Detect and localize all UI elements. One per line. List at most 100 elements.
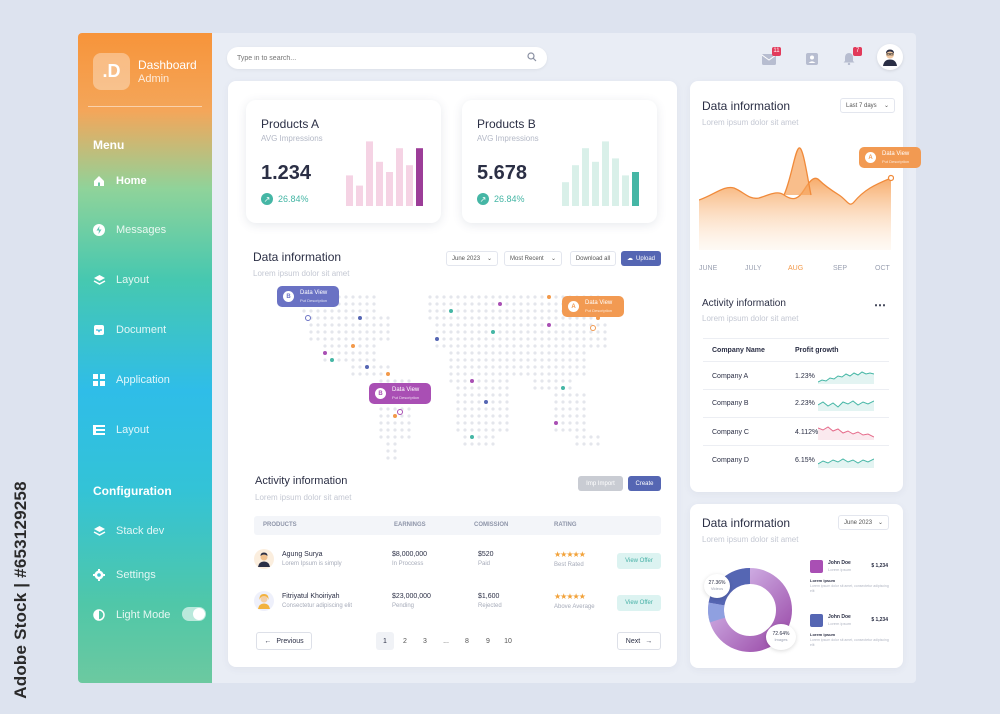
map-dot: [484, 344, 488, 348]
map-dot: [386, 442, 390, 446]
map-dot: [344, 302, 348, 306]
map-dot: [484, 316, 488, 320]
product-desc: Lorem Ipsum is simply: [282, 561, 342, 567]
light-mode-toggle[interactable]: [182, 607, 206, 621]
page-9[interactable]: 9: [486, 637, 490, 645]
map-dot: [365, 372, 369, 376]
sidebar-item-layout-2[interactable]: Layout: [92, 420, 149, 440]
pin-desc: Put Description: [882, 158, 910, 164]
map-dot: [393, 421, 397, 425]
map-dot: [603, 330, 607, 334]
bell-icon[interactable]: 7: [843, 47, 862, 66]
earnings-status: Pending: [392, 603, 415, 609]
map-dot: [442, 330, 446, 334]
date-select[interactable]: June 2023 ⌄: [446, 251, 498, 266]
map-dot: [386, 435, 390, 439]
map-dot: [568, 400, 572, 404]
sidebar-item-label: Layout: [116, 274, 150, 286]
map-dot: [540, 337, 544, 341]
sparkline-line: [818, 458, 874, 465]
view-offer-button[interactable]: View Offer: [617, 553, 661, 569]
sidebar-item-home[interactable]: Home: [92, 171, 147, 191]
map-dot: [351, 358, 355, 362]
map-pin-b-2[interactable]: B Data View Put Description: [369, 383, 431, 404]
map-dot: [337, 309, 341, 313]
map-dot: [484, 428, 488, 432]
next-button[interactable]: Next →: [617, 632, 661, 650]
contact-icon[interactable]: [806, 52, 820, 66]
map-dot: [477, 400, 481, 404]
map-dot: [393, 456, 397, 460]
import-button[interactable]: Imp Import: [578, 476, 623, 491]
map-dot: [547, 365, 551, 369]
earnings-cell: $23,000,000 Pending: [392, 593, 431, 609]
view-offer-button[interactable]: View Offer: [617, 595, 661, 611]
map-dot: [365, 309, 369, 313]
sort-select[interactable]: Most Recent ⌄: [504, 251, 562, 266]
brand: Dashboard Admin: [138, 58, 197, 86]
column-header: Profit growth: [795, 347, 839, 354]
more-dots-icon[interactable]: ⋯: [874, 298, 886, 312]
page-1[interactable]: 1: [376, 632, 394, 650]
map-dot: [582, 421, 586, 425]
previous-button[interactable]: ← Previous: [256, 632, 312, 650]
map-dot: [582, 337, 586, 341]
page-ellipsis: ...: [443, 637, 449, 645]
mail-icon[interactable]: 11: [761, 47, 781, 66]
map-dot: [519, 309, 523, 313]
download-all-button[interactable]: Download all: [570, 251, 616, 266]
map-dot: [449, 351, 453, 355]
sort-select-value: Most Recent: [510, 255, 544, 262]
page-10[interactable]: 10: [504, 637, 512, 645]
sidebar-item-label: Application: [116, 374, 170, 386]
donut-date-select[interactable]: June 2023 ⌄: [838, 515, 889, 530]
page-3[interactable]: 3: [423, 637, 427, 645]
videos-label: 27.36% Videos: [704, 574, 730, 598]
map-dot: [463, 323, 467, 327]
map-dot: [379, 379, 383, 383]
map-dot: [456, 393, 460, 397]
sidebar-item-label: Light Mode: [116, 609, 171, 621]
range-select[interactable]: Last 7 days ⌄: [840, 98, 895, 113]
upload-button[interactable]: ☁ Upload: [621, 251, 661, 266]
sidebar-item-messages[interactable]: Messages: [92, 220, 166, 240]
map-dot: [470, 400, 474, 404]
create-button[interactable]: Create: [628, 476, 661, 491]
map-dot: [554, 302, 558, 306]
search-bar[interactable]: [227, 47, 547, 69]
bar: [346, 175, 353, 206]
map-dot: [407, 414, 411, 418]
sidebar-item-light-mode[interactable]: Light Mode: [92, 605, 170, 625]
avatar[interactable]: [877, 44, 903, 70]
map-dot: [575, 372, 579, 376]
pin-desc: Put Description: [585, 307, 613, 313]
sidebar-item-document[interactable]: Document: [92, 320, 166, 340]
map-dot: [407, 407, 411, 411]
map-pin-a[interactable]: A Data View Put Description: [562, 296, 624, 317]
map-dot: [351, 323, 355, 327]
right-chart-subtitle: Lorem ipsum dolor sit amet: [702, 118, 799, 127]
map-dot: [498, 421, 502, 425]
layers-icon: [92, 273, 106, 287]
page-2[interactable]: 2: [403, 637, 407, 645]
map-dot: [316, 337, 320, 341]
sidebar-item-application[interactable]: Application: [92, 370, 170, 390]
map-dot: [491, 372, 495, 376]
sidebar-item-layout[interactable]: Layout: [92, 270, 149, 290]
sidebar-item-stack-dev[interactable]: Stack dev: [92, 521, 164, 541]
search-icon[interactable]: [527, 49, 537, 67]
legend-name: John Doe: [828, 614, 851, 620]
search-input[interactable]: [237, 54, 527, 62]
product-desc: Consectetur adipiscing elit: [282, 603, 353, 609]
map-pin-b[interactable]: B Data View Put Description: [277, 286, 339, 307]
map-dot: [491, 428, 495, 432]
map-dot: [484, 302, 488, 306]
map-dot: [470, 379, 474, 383]
map-dot: [596, 316, 600, 320]
map-dot: [393, 435, 397, 439]
map-dot: [477, 407, 481, 411]
chart-pin-a[interactable]: A Data View Put Description: [859, 147, 921, 168]
map-dot: [330, 330, 334, 334]
page-8[interactable]: 8: [465, 637, 469, 645]
sidebar-item-settings[interactable]: Settings: [92, 565, 156, 585]
